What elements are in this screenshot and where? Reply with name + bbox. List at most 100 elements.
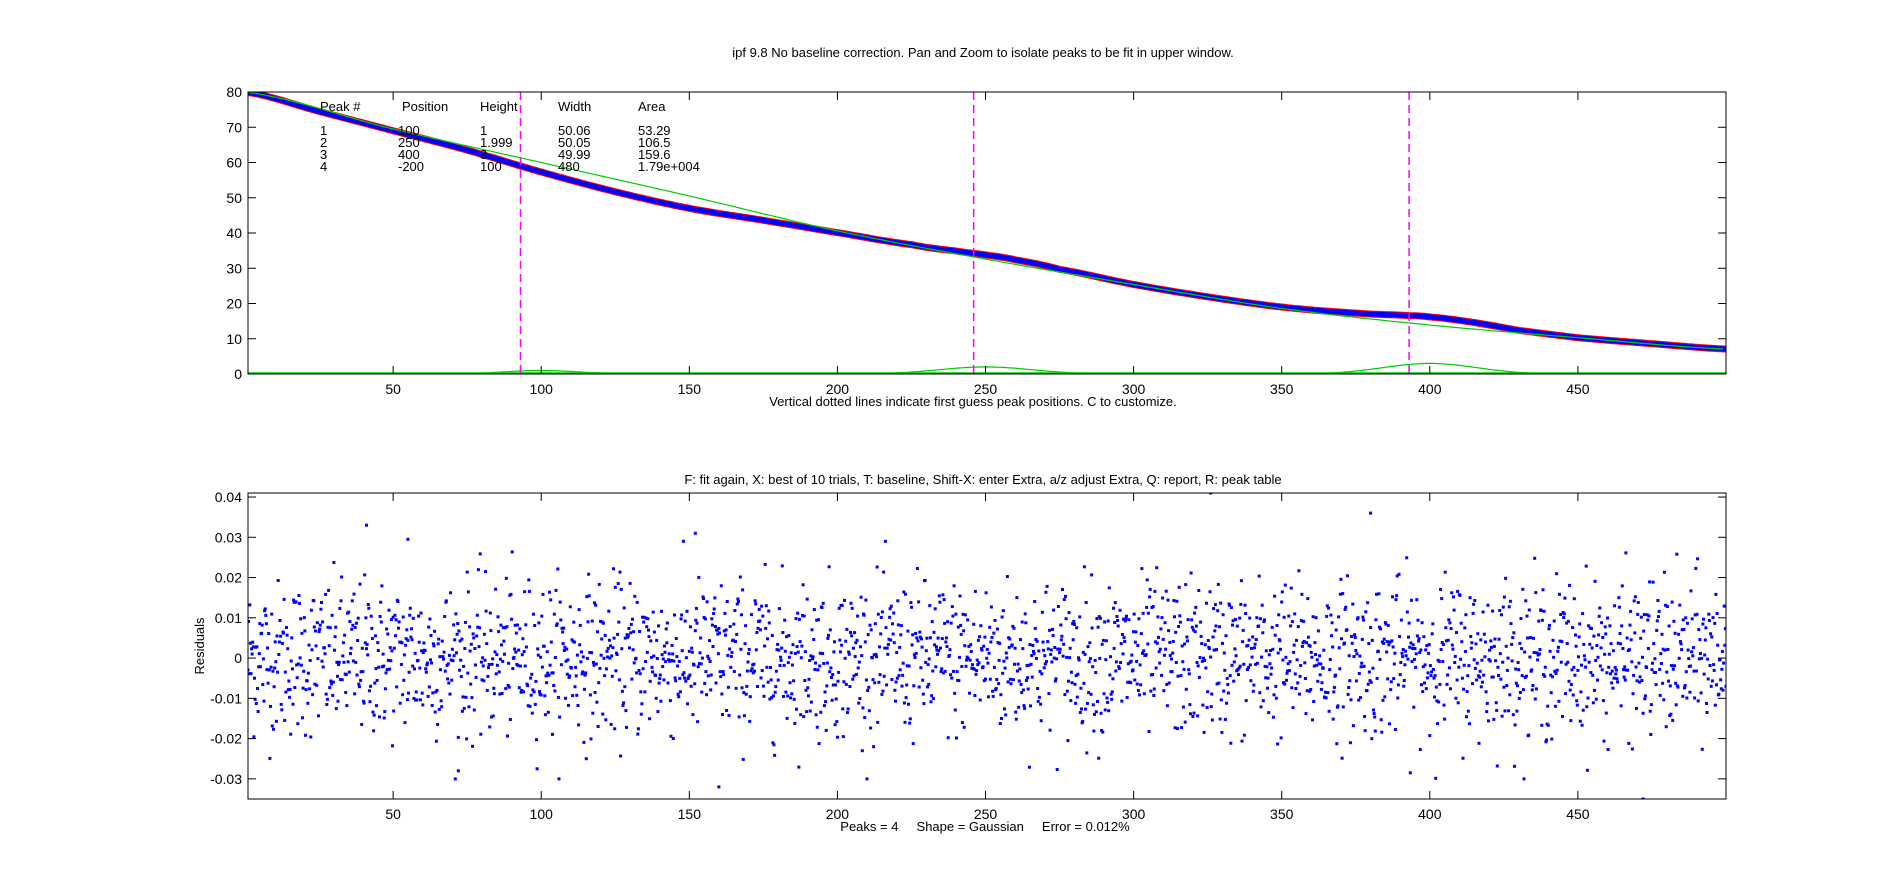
residual-point (1355, 652, 1359, 656)
residual-point (411, 616, 415, 620)
residual-point (814, 713, 818, 717)
residual-point (1619, 704, 1623, 708)
residual-point (1573, 673, 1577, 677)
residual-point (477, 645, 481, 649)
residual-point (315, 683, 319, 687)
residual-point (1225, 701, 1229, 705)
residual-point (341, 654, 345, 658)
residual-point (1402, 684, 1406, 688)
residual-point (1469, 646, 1473, 650)
residual-point (644, 616, 648, 620)
residual-point (834, 683, 838, 687)
residual-point (470, 696, 474, 700)
residual-point (789, 696, 793, 700)
residual-point (529, 693, 533, 697)
residual-point (616, 632, 620, 636)
residual-point (1475, 678, 1479, 682)
residual-point (1462, 687, 1466, 691)
residual-point (905, 664, 909, 668)
residual-point (985, 656, 989, 660)
residual-point (339, 599, 343, 603)
residual-point (1663, 648, 1667, 652)
residual-point (321, 665, 325, 669)
residual-point (775, 648, 779, 652)
residual-point (757, 607, 761, 611)
residual-point (1552, 655, 1556, 659)
residual-point (1488, 648, 1492, 652)
residual-point (914, 631, 918, 635)
residual-point (662, 644, 666, 648)
residual-point (1023, 706, 1027, 710)
upper-axes[interactable]: ipf 9.8 No baseline correction. Pan and … (226, 45, 1727, 409)
residual-point (572, 640, 576, 644)
residual-point (278, 619, 282, 622)
residual-point (453, 638, 457, 642)
residual-point (1654, 671, 1657, 674)
residual-point (936, 636, 940, 640)
residual-point (1087, 691, 1091, 695)
residual-point (859, 645, 862, 649)
residual-point (1665, 605, 1669, 608)
residual-point (522, 690, 525, 694)
residual-point (1204, 666, 1208, 670)
residual-point (950, 605, 954, 609)
residual-point (891, 622, 894, 626)
residual-point (1421, 665, 1425, 669)
residual-point (360, 723, 364, 726)
lower-axes[interactable]: F: fit again, X: best of 10 trials, T: b… (192, 472, 1728, 834)
residual-point (1556, 645, 1560, 649)
residual-point (774, 669, 778, 673)
residual-point (1139, 632, 1143, 636)
residual-point (538, 690, 541, 694)
residual-point (527, 589, 531, 593)
residual-point (1170, 670, 1174, 674)
residual-point (265, 668, 269, 672)
residual-point (1635, 706, 1638, 710)
residual-point (1619, 642, 1623, 646)
residual-point (966, 657, 970, 661)
residual-point (1699, 691, 1703, 695)
residual-point (407, 670, 411, 674)
residual-point (1279, 736, 1283, 740)
residual-point (969, 650, 973, 653)
residual-point (1298, 692, 1301, 696)
residual-point (1035, 639, 1039, 643)
residual-point (648, 679, 652, 683)
residual-point (524, 645, 528, 649)
residual-point (669, 734, 673, 738)
residual-point (1683, 684, 1687, 687)
residual-point (910, 643, 914, 647)
residual-point (1255, 616, 1259, 620)
residual-point (359, 678, 363, 682)
residual-point (691, 713, 695, 717)
residual-point (699, 662, 703, 666)
residual-point (1406, 657, 1410, 661)
upper-y-tick-label: 20 (226, 296, 242, 312)
residual-point (365, 647, 368, 651)
residual-point (541, 592, 545, 596)
residual-point (778, 664, 782, 667)
residual-point (1417, 639, 1421, 643)
lower-x-ticks: 50 100 150 200 250 300 350 400 450 (385, 493, 1590, 822)
residual-point (1251, 689, 1255, 693)
residual-point (1337, 646, 1341, 650)
residual-point (539, 693, 543, 697)
residual-point (1634, 665, 1638, 669)
residual-point (773, 690, 777, 694)
residual-point (542, 644, 546, 648)
residual-point (1392, 662, 1396, 666)
residual-point (1627, 648, 1631, 652)
residual-point (1542, 609, 1546, 613)
residual-point (867, 685, 871, 689)
residual-point (1338, 667, 1342, 671)
residual-point (953, 708, 957, 712)
residual-point (1176, 727, 1179, 731)
peak-table-cell: 50.06 (558, 123, 591, 138)
residual-point (1149, 689, 1153, 693)
residual-point (540, 614, 544, 618)
residual-point (903, 720, 907, 724)
residual-point (1590, 627, 1593, 631)
residual-point (1205, 705, 1209, 709)
residual-point (1701, 622, 1705, 626)
residual-point (698, 651, 702, 655)
